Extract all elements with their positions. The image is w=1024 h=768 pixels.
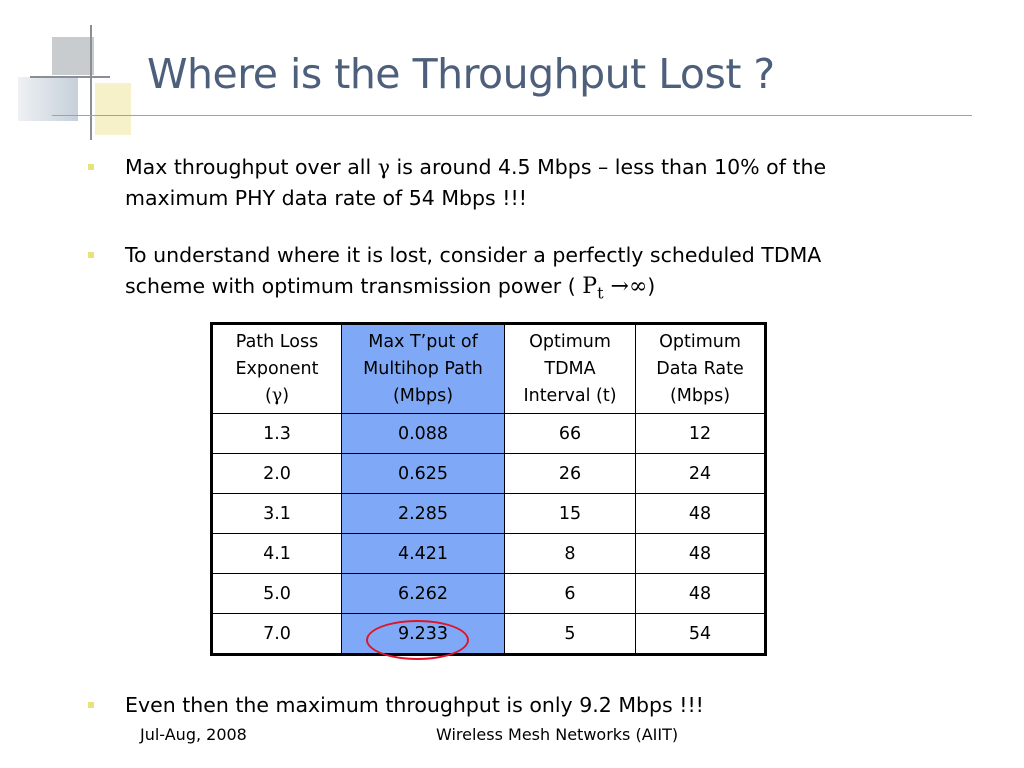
- bullet-2-text: To understand where it is lost, consider…: [125, 240, 945, 308]
- cell-data-rate: 12: [635, 413, 766, 454]
- header-path-loss: Path Loss Exponent (γ): [211, 323, 342, 414]
- title-divider: [52, 115, 972, 116]
- cell-path-loss: 2.0: [211, 453, 342, 494]
- formula-p: P: [582, 274, 598, 299]
- table-row: 7.0 9.233 5 54: [211, 613, 766, 655]
- cell-data-rate: 48: [635, 533, 766, 574]
- header-text: ): [282, 385, 290, 406]
- table-row: 2.0 0.625 26 24: [211, 453, 766, 494]
- cell-path-loss: 7.0: [211, 613, 342, 655]
- header-text: Path Loss: [235, 331, 319, 352]
- header-text: Max T’put of: [368, 331, 478, 352]
- decor-square-yellow: [95, 83, 131, 135]
- bullet-2-line2-b: ): [647, 274, 656, 298]
- cell-path-loss: 3.1: [211, 493, 342, 534]
- bullet-1-line2: maximum PHY data rate of 54 Mbps !!!: [125, 186, 527, 210]
- decor-vertical-line: [90, 25, 92, 140]
- bullet-1-line1-b: is around 4.5 Mbps – less than 10% of th…: [389, 155, 827, 179]
- header-text: Optimum: [529, 331, 611, 352]
- header-max-throughput: Max T’put of Multihop Path (Mbps): [341, 323, 505, 414]
- bullet-marker: [88, 702, 94, 708]
- cell-tdma-interval: 66: [504, 413, 636, 454]
- gamma-symbol: γ: [377, 155, 390, 179]
- table-row: 4.1 4.421 8 48: [211, 533, 766, 574]
- cell-data-rate: 48: [635, 573, 766, 614]
- cell-tdma-interval: 26: [504, 453, 636, 494]
- footer-date: Jul-Aug, 2008: [140, 725, 247, 744]
- decor-square-gray: [52, 37, 94, 75]
- header-text: Interval (t): [523, 385, 617, 406]
- header-text: (Mbps): [669, 385, 731, 406]
- cell-tdma-interval: 6: [504, 573, 636, 614]
- header-text: (: [264, 385, 272, 406]
- cell-max-throughput: 4.421: [341, 533, 505, 574]
- header-text: Exponent: [235, 358, 319, 379]
- bullet-1-line1-a: Max throughput over all: [125, 155, 378, 179]
- header-text: (Mbps): [392, 385, 454, 406]
- cell-max-throughput: 0.625: [341, 453, 505, 494]
- bullet-marker: [88, 252, 94, 258]
- header-tdma-interval: Optimum TDMA Interval (t): [504, 323, 636, 414]
- cell-data-rate: 48: [635, 493, 766, 534]
- cell-path-loss: 4.1: [211, 533, 342, 574]
- table-row: 5.0 6.262 6 48: [211, 573, 766, 614]
- cell-tdma-interval: 5: [504, 613, 636, 655]
- gamma-symbol: γ: [271, 385, 283, 406]
- slide-title: Where is the Throughput Lost ?: [147, 50, 775, 98]
- formula-subscript: t: [597, 283, 604, 303]
- table-row: 3.1 2.285 15 48: [211, 493, 766, 534]
- table-header-row: Path Loss Exponent (γ) Max T’put of Mult…: [211, 323, 766, 414]
- footer-course: Wireless Mesh Networks (AIIT): [436, 725, 679, 744]
- bullet-marker: [88, 164, 94, 170]
- bullet-2-line1: To understand where it is lost, consider…: [125, 243, 822, 267]
- header-text: TDMA: [544, 358, 596, 379]
- header-data-rate: Optimum Data Rate (Mbps): [635, 323, 766, 414]
- bullet-3-text: Even then the maximum throughput is only…: [125, 693, 704, 717]
- header-text: Multihop Path: [363, 358, 483, 379]
- decor-horizontal-line: [30, 76, 110, 78]
- bullet-1-text: Max throughput over all γ is around 4.5 …: [125, 152, 945, 214]
- power-formula: Pt →∞: [582, 274, 648, 303]
- table-row: 1.3 0.088 66 12: [211, 413, 766, 454]
- cell-path-loss: 1.3: [211, 413, 342, 454]
- cell-max-throughput: 2.285: [341, 493, 505, 534]
- cell-data-rate: 54: [635, 613, 766, 655]
- highlight-circle: [366, 620, 469, 660]
- cell-data-rate: 24: [635, 453, 766, 494]
- header-text: Optimum: [659, 331, 741, 352]
- cell-path-loss: 5.0: [211, 573, 342, 614]
- cell-max-throughput: 6.262: [341, 573, 505, 614]
- throughput-table: Path Loss Exponent (γ) Max T’put of Mult…: [210, 322, 767, 656]
- cell-tdma-interval: 8: [504, 533, 636, 574]
- bullet-2-line2-a: scheme with optimum transmission power (: [125, 274, 576, 298]
- cell-tdma-interval: 15: [504, 493, 636, 534]
- decor-square-blue: [18, 77, 78, 121]
- cell-max-throughput: 0.088: [341, 413, 505, 454]
- header-text: Data Rate: [656, 358, 744, 379]
- formula-arrow-infinity: →∞: [610, 274, 648, 299]
